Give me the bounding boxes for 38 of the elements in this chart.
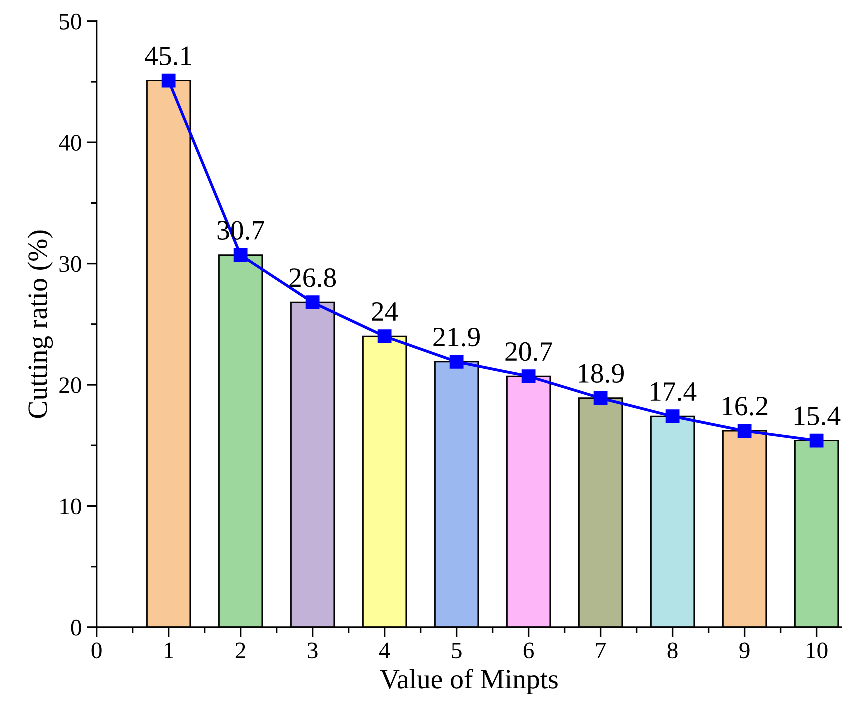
data-label: 20.7	[506, 342, 552, 362]
x-tick-label: 2	[236, 642, 246, 658]
x-tick-label: 1	[165, 642, 174, 658]
data-label: 17.4	[650, 382, 697, 402]
x-tick-label: 7	[596, 642, 606, 658]
y-tick-label: 0	[71, 620, 82, 636]
data-label: 15.4	[794, 406, 841, 426]
point	[738, 424, 752, 438]
y-tick-label: 20	[60, 378, 82, 394]
point	[162, 74, 176, 88]
x-tick-label: 8	[668, 642, 678, 659]
y-tick-label: 10	[60, 498, 82, 515]
x-tick-label: 3	[308, 642, 318, 659]
y-tick-label: 40	[59, 135, 82, 152]
point	[234, 248, 248, 262]
y-axis-title: Cutting ratio (%)	[28, 230, 54, 418]
data-label: 18.9	[578, 364, 624, 384]
point	[450, 355, 464, 369]
data-label: 21.9	[434, 328, 480, 347]
x-tick-label: 9	[740, 642, 750, 659]
point	[666, 410, 680, 424]
x-tick-label: 4	[379, 642, 390, 658]
y-tick-label: 50	[60, 14, 82, 30]
x-tick-label: 10	[807, 642, 828, 659]
x-tick-label: 5	[452, 642, 462, 659]
point	[522, 370, 536, 384]
x-tick-label: 0	[92, 642, 102, 659]
point	[306, 296, 320, 310]
data-label: 45.1	[145, 46, 192, 66]
y-tick-label: 30	[60, 256, 82, 272]
data-label: 16.2	[722, 397, 768, 416]
point	[810, 434, 824, 448]
point	[594, 391, 608, 406]
point	[378, 330, 392, 344]
x-axis-title: Value of Minpts	[380, 668, 558, 694]
x-tick-label: 6	[524, 642, 534, 659]
data-label: 24	[372, 302, 398, 321]
data-label: 26.8	[290, 268, 336, 288]
